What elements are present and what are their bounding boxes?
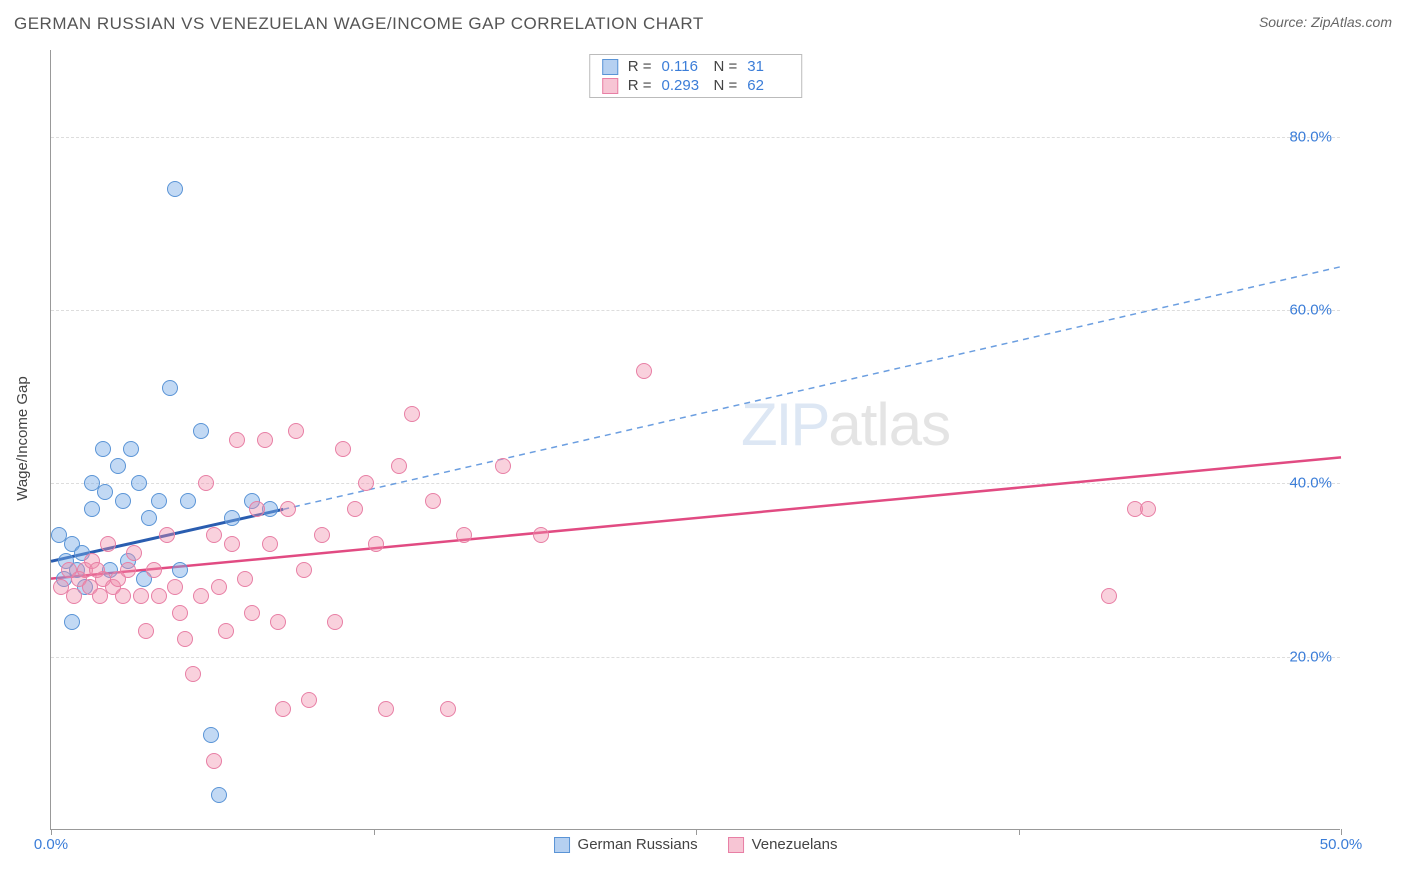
scatter-point xyxy=(314,527,330,543)
scatter-point xyxy=(151,588,167,604)
scatter-point xyxy=(229,432,245,448)
scatter-point xyxy=(425,493,441,509)
scatter-plot-area: ZIPatlas R = 0.116 N = 31 R = 0.293 N = … xyxy=(50,50,1340,830)
x-tick-label: 50.0% xyxy=(1320,836,1363,853)
scatter-point xyxy=(456,527,472,543)
scatter-point xyxy=(262,536,278,552)
scatter-point xyxy=(203,727,219,743)
scatter-point xyxy=(211,579,227,595)
scatter-point xyxy=(206,753,222,769)
scatter-point xyxy=(110,458,126,474)
x-tick-mark xyxy=(1341,829,1342,835)
scatter-point xyxy=(126,545,142,561)
scatter-point xyxy=(391,458,407,474)
chart-header: GERMAN RUSSIAN VS VENEZUELAN WAGE/INCOME… xyxy=(14,14,1392,34)
scatter-point xyxy=(159,527,175,543)
legend-label-pink: Venezuelans xyxy=(752,836,838,853)
scatter-point xyxy=(440,701,456,717)
scatter-point xyxy=(193,423,209,439)
scatter-point xyxy=(636,363,652,379)
scatter-point xyxy=(288,423,304,439)
legend-label-blue: German Russians xyxy=(578,836,698,853)
scatter-point xyxy=(95,441,111,457)
swatch-blue xyxy=(554,837,570,853)
scatter-point xyxy=(495,458,511,474)
scatter-point xyxy=(151,493,167,509)
y-axis-title: Wage/Income Gap xyxy=(14,376,31,501)
scatter-point xyxy=(244,605,260,621)
scatter-point xyxy=(280,501,296,517)
scatter-point xyxy=(378,701,394,717)
scatter-point xyxy=(224,536,240,552)
legend-item-pink: Venezuelans xyxy=(728,836,838,853)
source-attribution: Source: ZipAtlas.com xyxy=(1259,14,1392,30)
scatter-point xyxy=(177,631,193,647)
source-name: ZipAtlas.com xyxy=(1311,14,1392,30)
scatter-point xyxy=(1101,588,1117,604)
scatter-point xyxy=(141,510,157,526)
x-tick-label: 0.0% xyxy=(34,836,68,853)
series-legend: German Russians Venezuelans xyxy=(554,836,838,853)
scatter-point xyxy=(358,475,374,491)
scatter-point xyxy=(180,493,196,509)
scatter-point xyxy=(270,614,286,630)
source-label: Source: xyxy=(1259,14,1311,30)
scatter-point xyxy=(167,181,183,197)
scatter-point xyxy=(138,623,154,639)
scatter-point xyxy=(66,588,82,604)
chart-title: GERMAN RUSSIAN VS VENEZUELAN WAGE/INCOME… xyxy=(14,14,704,34)
scatter-point xyxy=(115,493,131,509)
scatter-point xyxy=(100,536,116,552)
scatter-point xyxy=(172,605,188,621)
scatter-point xyxy=(237,571,253,587)
scatter-point xyxy=(131,475,147,491)
scatter-point xyxy=(275,701,291,717)
scatter-point xyxy=(224,510,240,526)
swatch-pink xyxy=(728,837,744,853)
scatter-point xyxy=(335,441,351,457)
scatter-point xyxy=(64,614,80,630)
scatter-point xyxy=(167,579,183,595)
scatter-point xyxy=(198,475,214,491)
scatter-point xyxy=(249,501,265,517)
scatter-point xyxy=(146,562,162,578)
scatter-point xyxy=(206,527,222,543)
scatter-point xyxy=(123,441,139,457)
scatter-point xyxy=(296,562,312,578)
scatter-point xyxy=(1140,501,1156,517)
scatter-point xyxy=(162,380,178,396)
scatter-point xyxy=(172,562,188,578)
scatter-point xyxy=(327,614,343,630)
scatter-point xyxy=(193,588,209,604)
scatter-point xyxy=(211,787,227,803)
scatter-point xyxy=(301,692,317,708)
scatter-point xyxy=(368,536,384,552)
scatter-point xyxy=(84,501,100,517)
scatter-point xyxy=(97,484,113,500)
scatter-point xyxy=(257,432,273,448)
scatter-point xyxy=(533,527,549,543)
scatter-point xyxy=(218,623,234,639)
scatter-point xyxy=(404,406,420,422)
legend-item-blue: German Russians xyxy=(554,836,698,853)
scatter-point xyxy=(185,666,201,682)
scatter-point xyxy=(120,562,136,578)
scatter-point xyxy=(347,501,363,517)
scatter-point xyxy=(115,588,131,604)
scatter-point xyxy=(133,588,149,604)
